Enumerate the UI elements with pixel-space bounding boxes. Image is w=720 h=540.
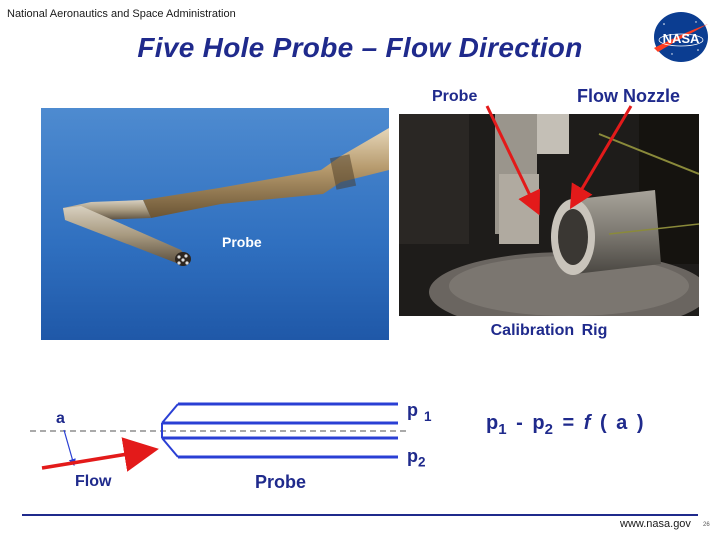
probe-callout-arrow (485, 105, 541, 216)
nozzle-callout-arrow (569, 105, 633, 210)
angle-label: a (56, 410, 65, 427)
angle-indicator (63, 429, 76, 467)
pressure-2-label: p2 (407, 446, 426, 470)
rig-probe-label: Probe (432, 88, 478, 105)
flow-direction-diagram (30, 402, 406, 472)
rig-nozzle-label: Flow Nozzle (577, 86, 680, 106)
diagram-probe-label: Probe (255, 472, 307, 492)
nasa-logo: NASA (654, 12, 708, 62)
nasa-logo-text: NASA (663, 31, 700, 46)
page-number: 26 (703, 522, 710, 528)
footer-rule (22, 514, 698, 516)
footer-url[interactable]: www.nasa.gov (620, 518, 691, 530)
photo-probe-label: Probe (222, 234, 262, 250)
probe-photo (41, 108, 389, 340)
pressure-equation: p1 - p2 = f ( a ) (486, 412, 644, 438)
callout-arrows (485, 105, 633, 216)
rig-caption: Calibration Rig (490, 322, 608, 339)
flow-label: Flow (75, 473, 112, 490)
agency-name: National Aeronautics and Space Administr… (7, 8, 236, 20)
flow-arrow (41, 437, 159, 472)
slide-title: Five Hole Probe – Flow Direction (137, 32, 583, 63)
